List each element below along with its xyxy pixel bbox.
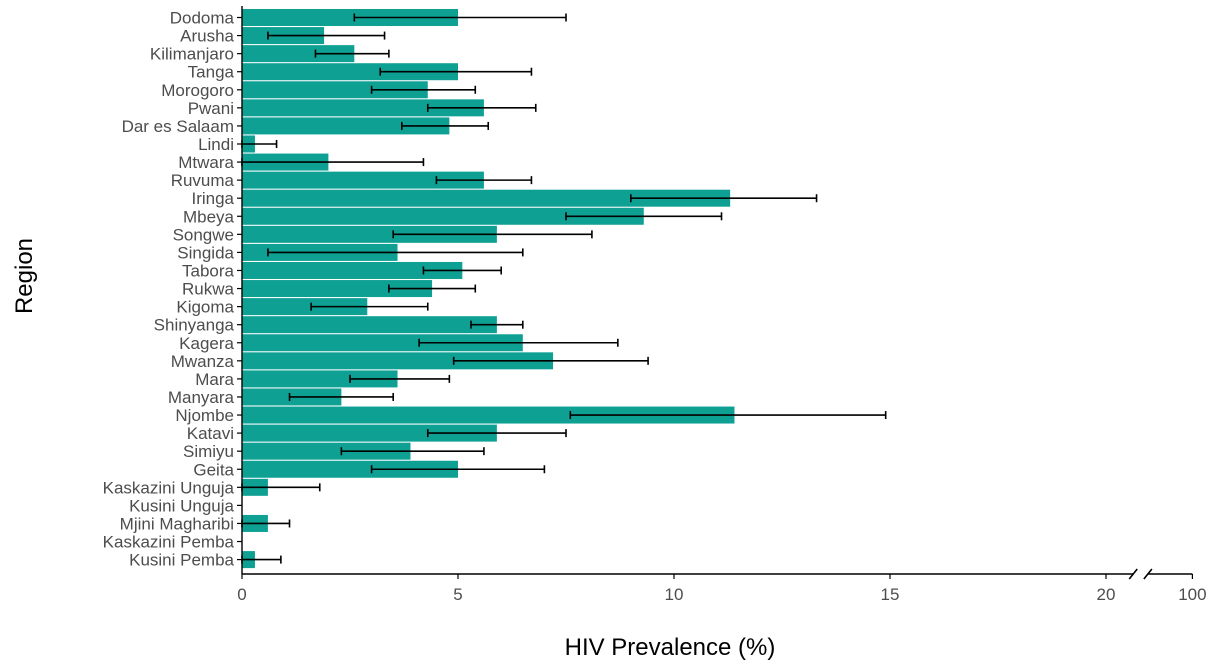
bar (242, 280, 433, 298)
y-tick-label: Mbeya (183, 207, 235, 226)
bar (242, 316, 497, 334)
bar (242, 9, 458, 26)
bar (242, 406, 735, 424)
bar (242, 207, 644, 225)
y-axis-title: Region (11, 238, 38, 314)
y-axis: DodomaArushaKilimanjaroTangaMorogoroPwan… (103, 6, 243, 574)
x-tick-label: 0 (237, 585, 246, 604)
bar (242, 298, 368, 316)
y-tick-label: Lindi (198, 135, 234, 154)
bar (242, 117, 450, 135)
y-tick-label: Katavi (187, 424, 234, 443)
y-tick-label: Kusini Pemba (129, 551, 234, 570)
y-tick-label: Tabora (182, 261, 235, 280)
x-axis: 0 5 10 15 20 100 (237, 568, 1207, 604)
bar (242, 370, 398, 388)
y-tick-label: Kilimanjaro (150, 45, 234, 64)
y-tick-label: Iringa (191, 189, 234, 208)
bar (242, 225, 497, 243)
y-tick-label: Geita (193, 460, 234, 479)
y-tick-label: Kaskazini Unguja (103, 478, 235, 497)
x-tick-label: 15 (881, 585, 900, 604)
x-axis-title: HIV Prevalence (%) (565, 634, 776, 661)
x-tick-label: 5 (453, 585, 462, 604)
y-tick-label: Arusha (180, 27, 234, 46)
bar (242, 81, 428, 99)
y-tick-label: Singida (177, 243, 234, 262)
bar (242, 261, 463, 279)
bar (242, 171, 484, 189)
y-tick-label: Kaskazini Pemba (103, 533, 235, 552)
y-tick-label: Mara (195, 370, 234, 389)
bar (242, 334, 523, 352)
y-tick-label: Songwe (173, 225, 234, 244)
y-tick-label: Ruvuma (171, 171, 235, 190)
y-tick-label: Mtwara (178, 153, 234, 172)
y-tick-label: Manyara (168, 388, 235, 407)
y-tick-label: Kusini Unguja (129, 496, 234, 515)
axis-break-mark (1128, 568, 1138, 580)
y-tick-label: Simiyu (183, 442, 234, 461)
bar (242, 460, 458, 478)
y-tick-label: Pwani (188, 99, 234, 118)
y-tick-label: Dodoma (170, 9, 235, 28)
y-tick-label: Dar es Salaam (122, 117, 234, 136)
y-tick-label: Mjini Magharibi (120, 514, 234, 533)
y-tick-label: Tanga (188, 63, 235, 82)
y-tick-label: Njombe (175, 406, 234, 425)
y-tick-label: Rukwa (182, 280, 235, 299)
x-tick-label: 10 (665, 585, 684, 604)
axis-break-mark (1143, 568, 1153, 580)
bars-layer (242, 9, 735, 569)
bar (242, 99, 484, 117)
bar (242, 352, 554, 370)
bar (242, 45, 355, 63)
y-tick-label: Kagera (179, 334, 234, 353)
error-bars-layer (241, 13, 887, 564)
y-tick-label: Morogoro (161, 81, 234, 100)
y-tick-label: Kigoma (176, 298, 234, 317)
x-tick-label: 20 (1097, 585, 1116, 604)
x-tick-label: 100 (1178, 585, 1206, 604)
bar (242, 424, 497, 442)
y-tick-label: Shinyanga (154, 316, 235, 335)
y-tick-label: Mwanza (171, 352, 235, 371)
bar (242, 189, 731, 207)
bar (242, 63, 458, 81)
bar (242, 442, 411, 460)
